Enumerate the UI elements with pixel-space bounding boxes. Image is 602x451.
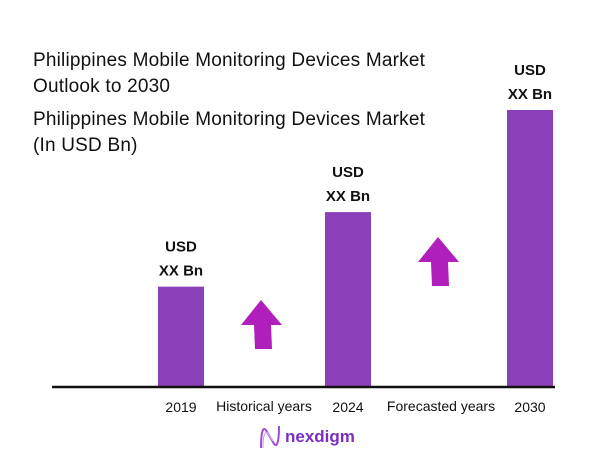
growth-arrow-up-icon bbox=[241, 300, 282, 349]
growth-arrow-up-icon bbox=[418, 237, 459, 286]
x-tick-label: 2019 bbox=[165, 399, 196, 415]
data-label-unit: USD bbox=[514, 62, 546, 79]
data-label-unit: USD bbox=[165, 239, 197, 256]
data-label-unit: USD bbox=[332, 164, 364, 181]
title-line: Philippines Mobile Monitoring Devices Ma… bbox=[33, 50, 426, 71]
period-label-historical: Historical years bbox=[216, 398, 312, 414]
bar-2024 bbox=[325, 212, 371, 386]
subtitle-line: (In USD Bn) bbox=[33, 135, 138, 156]
chart-subtitle: Philippines Mobile Monitoring Devices Ma… bbox=[33, 107, 425, 159]
brand-name: nexdigm bbox=[285, 427, 355, 446]
x-tick-label: 2030 bbox=[514, 399, 545, 415]
logo-mark-icon bbox=[260, 425, 280, 449]
subtitle-line: Philippines Mobile Monitoring Devices Ma… bbox=[33, 109, 426, 130]
x-tick-label: 2024 bbox=[332, 399, 363, 415]
chart-title: Philippines Mobile Monitoring Devices Ma… bbox=[33, 48, 425, 100]
title-line: Outlook to 2030 bbox=[33, 76, 171, 97]
data-label-value: XX Bn bbox=[508, 86, 552, 103]
data-label-value: XX Bn bbox=[159, 263, 203, 280]
bar-2019 bbox=[158, 286, 204, 386]
nexdigm-logo: nexdigm bbox=[258, 424, 355, 450]
data-label-value: XX Bn bbox=[326, 188, 370, 205]
bar-2030 bbox=[507, 110, 553, 386]
period-label-forecasted: Forecasted years bbox=[387, 398, 495, 414]
